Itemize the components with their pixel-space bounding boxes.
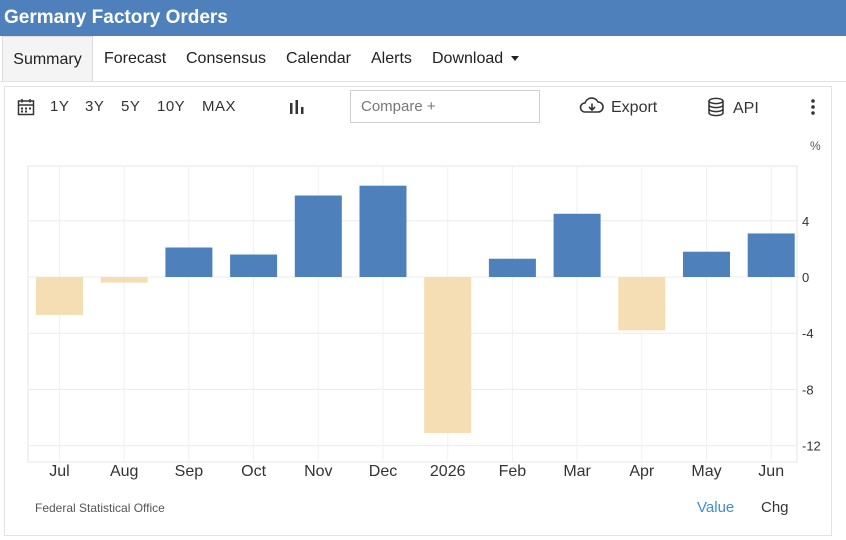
calendar-icon[interactable] bbox=[17, 98, 35, 116]
bar-nov[interactable] bbox=[294, 195, 342, 277]
y-tick-label: -4 bbox=[802, 326, 814, 341]
bar-dec[interactable] bbox=[359, 185, 407, 277]
tab-consensus[interactable]: Consensus bbox=[186, 50, 267, 67]
range-1y-button[interactable]: 1Y bbox=[50, 98, 70, 115]
y-tick-label: 4 bbox=[802, 214, 809, 229]
export-button[interactable]: Export bbox=[579, 97, 657, 117]
tab-alerts[interactable]: Alerts bbox=[371, 50, 412, 67]
bar-chart: 4 0 -4 -8 -12% Jul Aug Sep Oct Nov Dec 2026 Feb Mar Ap… bbox=[27, 139, 821, 480]
bar-may[interactable] bbox=[683, 251, 730, 277]
bar-sep[interactable] bbox=[165, 247, 213, 277]
range-10y-button[interactable]: 10Y bbox=[157, 98, 186, 115]
x-tick-label: Jul bbox=[49, 463, 69, 480]
export-label: Export bbox=[611, 99, 658, 116]
x-tick-label: Aug bbox=[110, 463, 138, 480]
y-tick-label: 0 bbox=[802, 270, 809, 285]
unit-label: % bbox=[810, 139, 821, 153]
tab-download[interactable]: Download bbox=[432, 36, 520, 81]
tab-download-label: Download bbox=[432, 50, 504, 67]
plot-frame bbox=[27, 165, 798, 463]
tab-summary[interactable]: Summary bbox=[2, 36, 93, 81]
compare-input[interactable] bbox=[350, 90, 540, 123]
x-tick-label: Mar bbox=[563, 463, 591, 480]
range-max-button[interactable]: MAX bbox=[202, 98, 237, 115]
tab-calendar[interactable]: Calendar bbox=[286, 50, 351, 67]
bar-chart-icon[interactable] bbox=[288, 98, 306, 116]
bar-feb[interactable] bbox=[488, 258, 536, 277]
y-tick-label: -12 bbox=[802, 439, 821, 454]
x-tick-label: Sep bbox=[175, 463, 204, 480]
bar-jun[interactable] bbox=[747, 233, 795, 277]
tab-bar: Summary Forecast Consensus Calendar Aler… bbox=[0, 36, 846, 82]
page-title: Germany Factory Orders bbox=[0, 0, 846, 36]
x-tick-label: Apr bbox=[629, 463, 655, 480]
bar-mar[interactable] bbox=[553, 213, 601, 277]
x-tick-label: Nov bbox=[304, 463, 332, 480]
bar-apr[interactable] bbox=[618, 277, 666, 331]
x-tick-label: Dec bbox=[369, 463, 397, 480]
cloud-download-icon bbox=[579, 97, 604, 113]
caret-down-icon bbox=[511, 56, 520, 62]
source-label: Federal Statistical Office bbox=[35, 501, 165, 515]
value-toggle[interactable]: Value bbox=[697, 499, 735, 516]
x-tick-label: Jun bbox=[758, 463, 784, 480]
chg-toggle[interactable]: Chg bbox=[761, 499, 789, 516]
tab-forecast[interactable]: Forecast bbox=[104, 50, 167, 67]
more-vertical-icon[interactable] bbox=[809, 98, 817, 116]
api-button[interactable]: API bbox=[707, 97, 759, 118]
x-tick-label: 2026 bbox=[430, 463, 466, 480]
database-icon bbox=[708, 97, 724, 117]
bar-aug[interactable] bbox=[100, 277, 148, 283]
x-tick-label: Feb bbox=[499, 463, 527, 480]
chart-panel: 1Y 3Y 5Y 10Y MAX Export API 4 0 -4 -8 -12% Ju… bbox=[4, 86, 832, 536]
x-tick-label: May bbox=[691, 463, 721, 480]
range-5y-button[interactable]: 5Y bbox=[121, 98, 141, 115]
bar-oct[interactable] bbox=[230, 254, 278, 277]
y-tick-label: -8 bbox=[802, 382, 814, 397]
range-3y-button[interactable]: 3Y bbox=[85, 98, 105, 115]
x-tick-label: Oct bbox=[241, 463, 266, 480]
bar-jul[interactable] bbox=[36, 277, 83, 315]
bar-2026[interactable] bbox=[424, 277, 472, 433]
api-label: API bbox=[733, 100, 759, 117]
